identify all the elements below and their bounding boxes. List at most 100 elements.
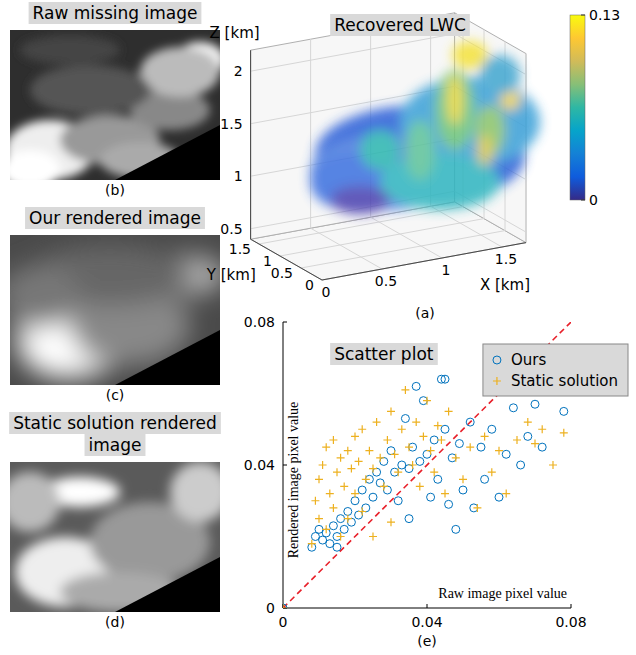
tick <box>427 604 428 608</box>
cloud-blob <box>435 70 475 150</box>
marker-plus <box>473 504 481 512</box>
marker-circle <box>502 450 510 458</box>
marker-plus <box>538 425 546 433</box>
marker-plus <box>365 447 373 455</box>
marker-plus <box>493 377 501 385</box>
marker-plus <box>466 443 474 451</box>
panel-title: Static solution rendered <box>13 413 217 433</box>
marker-plus <box>434 422 442 430</box>
marker-circle <box>538 443 546 451</box>
grid-line <box>310 39 311 228</box>
marker-circle <box>495 493 503 501</box>
cloud-blob <box>30 65 150 115</box>
marker-circle <box>383 486 391 494</box>
marker-circle <box>351 497 359 505</box>
cloud-render <box>310 41 540 214</box>
tick-label: 1 <box>234 168 243 184</box>
marker-plus <box>401 386 409 394</box>
marker-circle <box>347 518 355 526</box>
marker-plus <box>405 443 413 451</box>
scatter-panel: 00.040.0800.040.08Raw image pixel valueR… <box>244 314 628 649</box>
marker-plus <box>430 468 438 476</box>
legend-label: Ours <box>511 351 546 369</box>
marker-plus <box>416 482 424 490</box>
tick-label: 0.5 <box>220 221 242 237</box>
panel-title: Recovered LWC <box>334 15 466 35</box>
image-panel: Our rendered image(c) <box>0 207 225 403</box>
marker-circle <box>452 525 460 533</box>
marker-circle <box>493 356 501 364</box>
marker-circle <box>355 511 363 519</box>
marker-plus <box>531 440 539 448</box>
marker-circle <box>369 493 377 501</box>
marker-circle <box>358 486 366 494</box>
cloud-blob <box>447 75 463 125</box>
marker-plus <box>391 450 399 458</box>
legend-box <box>483 344 628 396</box>
colorbar-label: 0 <box>589 192 598 208</box>
image-content <box>10 35 220 180</box>
cloud-blob <box>405 120 435 180</box>
legend-label: Static solution <box>511 372 618 390</box>
marker-plus <box>445 407 453 415</box>
cloud-blob <box>10 265 80 325</box>
marker-circle <box>430 436 438 444</box>
marker-circle <box>477 443 485 451</box>
marker-circle <box>405 465 413 473</box>
panel-label: (e) <box>417 633 437 649</box>
tick-label: 1.5 <box>229 241 251 257</box>
colorbar-tick <box>581 15 585 16</box>
cloud-blob <box>330 186 390 214</box>
image-panel: Raw missing image(b) <box>0 2 225 198</box>
marker-circle <box>488 425 496 433</box>
axis-title: X [km] <box>480 276 530 294</box>
marker-circle <box>466 418 474 426</box>
tick-label: 0.04 <box>244 457 275 473</box>
grid-line <box>251 239 322 280</box>
marker-plus <box>344 515 352 523</box>
marker-plus <box>376 454 384 462</box>
marker-plus <box>355 457 363 465</box>
identity-line <box>283 322 571 608</box>
marker-plus <box>322 525 330 533</box>
marker-plus <box>409 461 417 469</box>
axis-title: Rendered image pixel value <box>286 402 301 559</box>
marker-circle <box>394 497 402 505</box>
cloud-blob <box>10 150 60 180</box>
marker-circle <box>481 475 489 483</box>
cloud-blob <box>10 472 60 532</box>
marker-circle <box>340 525 348 533</box>
marker-plus <box>502 490 510 498</box>
marker-circle <box>455 440 463 448</box>
cloud-blob <box>480 55 520 95</box>
marker-plus <box>340 482 348 490</box>
cloud-blob <box>477 135 493 165</box>
axis-line <box>251 239 322 280</box>
title-patch <box>330 343 438 365</box>
grid-line <box>280 219 484 256</box>
marker-plus <box>524 418 532 426</box>
tick <box>283 322 287 323</box>
marker-circle <box>416 457 424 465</box>
marker-plus <box>347 465 355 473</box>
tick-label: 0 <box>266 600 275 616</box>
marker-circle <box>405 515 413 523</box>
marker-circle <box>376 479 384 487</box>
marker-circle <box>333 543 341 551</box>
marker-plus <box>481 432 489 440</box>
marker-plus <box>398 425 406 433</box>
marker-plus <box>412 418 420 426</box>
missing-region <box>115 330 220 385</box>
cloud-blob <box>140 47 220 97</box>
missing-region <box>115 125 220 180</box>
volume-panel: 00.511.500.511.50.511.52X [km]Y [km]Z [k… <box>206 7 620 321</box>
title-patch <box>29 2 202 24</box>
marker-circle <box>560 407 568 415</box>
tick-label: 0 <box>305 277 314 293</box>
marker-plus <box>441 490 449 498</box>
image-panel: Static solution renderedimage(d) <box>0 412 230 630</box>
axis-title: Y [km] <box>206 266 256 284</box>
marker-plus <box>419 432 427 440</box>
figure: Raw missing image(b)Our rendered image(c… <box>0 0 636 655</box>
marker-circle <box>373 468 381 476</box>
